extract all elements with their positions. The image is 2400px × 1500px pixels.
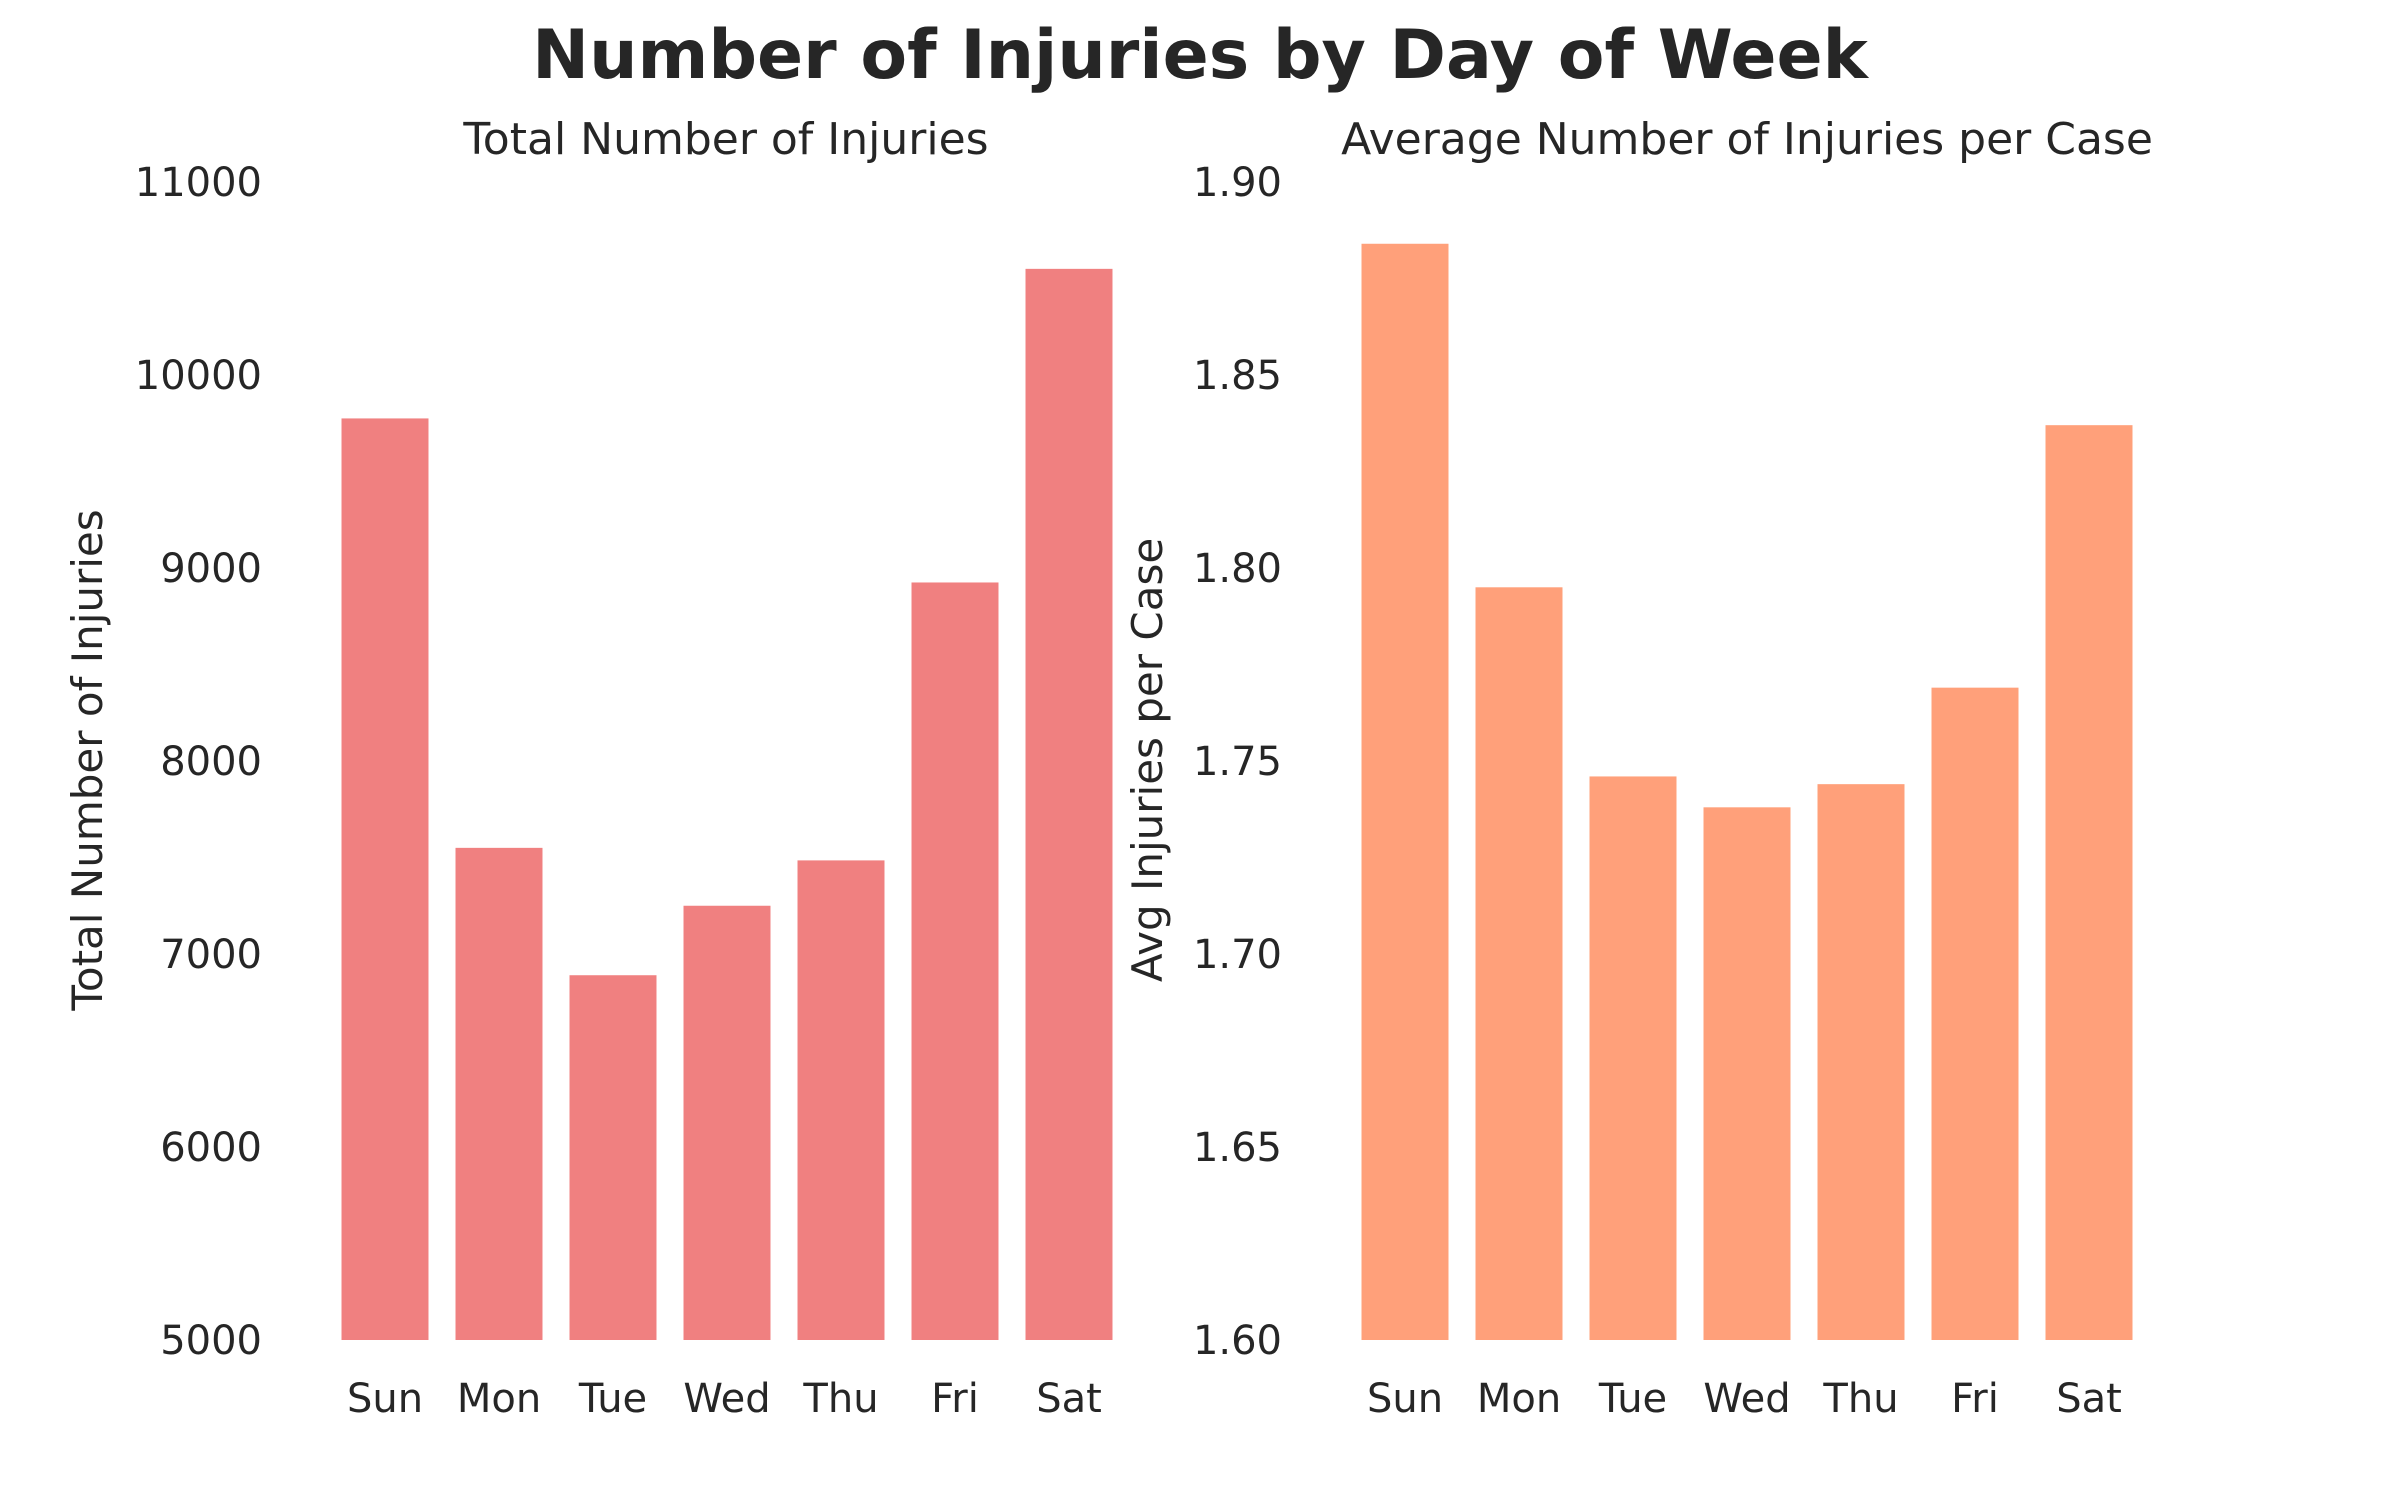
- left-y-ticks: 5000 6000 7000 8000 9000 10000 11000: [135, 160, 262, 1364]
- right-x-tick-label: Mon: [1477, 1376, 1561, 1422]
- left-bar-thu: [797, 860, 885, 1340]
- right-bar-tue: [1589, 776, 1677, 1340]
- left-x-tick-label: Tue: [578, 1376, 647, 1422]
- right-bar-mon: [1475, 587, 1563, 1340]
- right-y-tick-label: 1.80: [1193, 546, 1282, 592]
- left-y-tick-label: 8000: [160, 739, 262, 785]
- figure-title: Number of Injuries by Day of Week: [532, 16, 1869, 95]
- right-y-tick-label: 1.90: [1193, 160, 1282, 206]
- left-x-tick-label: Sat: [1036, 1376, 1102, 1422]
- left-x-tick-label: Wed: [683, 1376, 770, 1422]
- left-x-tick-label: Fri: [931, 1376, 979, 1422]
- right-chart-title: Average Number of Injuries per Case: [1341, 114, 2153, 165]
- right-bar-wed: [1703, 807, 1791, 1340]
- right-x-tick-label: Fri: [1951, 1376, 1999, 1422]
- right-y-tick-label: 1.85: [1193, 353, 1282, 399]
- right-x-tick-label: Tue: [1598, 1376, 1667, 1422]
- right-x-tick-label: Wed: [1703, 1376, 1790, 1422]
- left-bar-sun: [341, 418, 429, 1340]
- right-x-tick-label: Sat: [2056, 1376, 2122, 1422]
- right-y-axis-label: Avg Injuries per Case: [1123, 538, 1172, 982]
- right-x-tick-label: Sun: [1367, 1376, 1443, 1422]
- right-bar-fri: [1931, 687, 2019, 1340]
- left-y-axis-label: Total Number of Injuries: [63, 509, 112, 1011]
- right-bar-thu: [1817, 784, 1905, 1340]
- right-bars: [1361, 243, 2133, 1340]
- right-x-tick-label: Thu: [1822, 1376, 1898, 1422]
- total-injuries-panel: Total Number of Injuries Total Number of…: [63, 114, 1113, 1422]
- left-y-tick-label: 10000: [135, 353, 262, 399]
- left-y-tick-label: 9000: [160, 546, 262, 592]
- left-bar-mon: [455, 847, 543, 1340]
- right-bar-sun: [1361, 243, 1449, 1340]
- right-y-tick-label: 1.75: [1193, 739, 1282, 785]
- right-y-tick-label: 1.70: [1193, 932, 1282, 978]
- right-bar-sat: [2045, 425, 2133, 1340]
- left-chart-title: Total Number of Injuries: [462, 114, 988, 165]
- left-x-ticks: Sun Mon Tue Wed Thu Fri Sat: [347, 1376, 1102, 1422]
- left-y-tick-label: 5000: [160, 1318, 262, 1364]
- left-x-tick-label: Sun: [347, 1376, 423, 1422]
- left-x-tick-label: Thu: [802, 1376, 878, 1422]
- left-bar-fri: [911, 582, 999, 1340]
- left-y-tick-label: 7000: [160, 932, 262, 978]
- left-bar-tue: [569, 975, 657, 1340]
- right-y-tick-label: 1.65: [1193, 1125, 1282, 1171]
- left-bar-wed: [683, 905, 771, 1340]
- left-y-tick-label: 11000: [135, 160, 262, 206]
- avg-injuries-panel: Average Number of Injuries per Case Avg …: [1123, 114, 2153, 1422]
- left-y-tick-label: 6000: [160, 1125, 262, 1171]
- right-x-ticks: Sun Mon Tue Wed Thu Fri Sat: [1367, 1376, 2122, 1422]
- left-bar-sat: [1025, 268, 1113, 1341]
- left-x-tick-label: Mon: [457, 1376, 541, 1422]
- left-bars: [341, 268, 1113, 1341]
- right-y-ticks: 1.60 1.65 1.70 1.75 1.80 1.85 1.90: [1193, 160, 1282, 1364]
- right-y-tick-label: 1.60: [1193, 1318, 1282, 1364]
